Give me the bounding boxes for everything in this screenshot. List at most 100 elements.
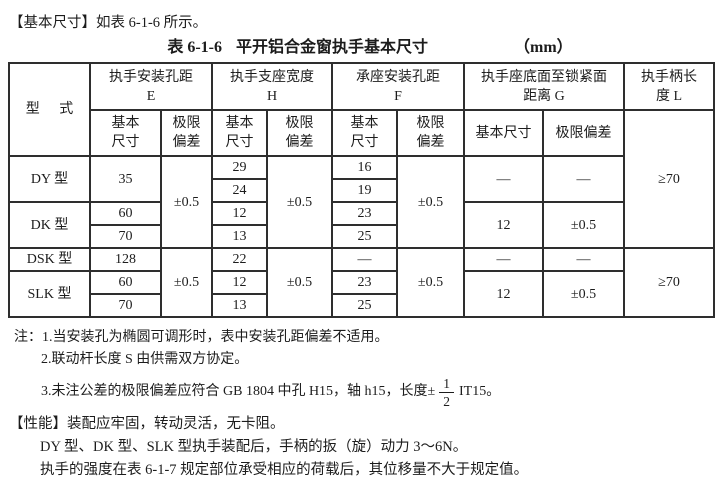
caption-title: 平开铝合金窗执手基本尺寸	[235, 39, 428, 56]
subheader-h-basic-line1: 基本	[225, 116, 254, 131]
cell-slk-g-basic: 12	[463, 270, 544, 318]
note-1-text: 1.当安装孔为椭圆可调形时，表中安装孔距偏差不适用。	[42, 330, 389, 345]
note-3-line: 3.未注公差的极限偏差应符合 GB 1804 中孔 H15，轴 h15，长度± …	[41, 374, 716, 410]
header-l-line1: 执手柄长	[641, 69, 697, 85]
cell-slk-h2: 13	[211, 293, 268, 318]
dimensions-table: 型 式 执手安装孔距 E 执手支座宽度 H 承座安装孔距 F 执手座底面至锁紧面 距离 …	[8, 62, 715, 318]
notes-section: 注： 1.当安装孔为椭圆可调形时，表中安装孔距偏差不适用。 2.联动杆长度 S …	[14, 327, 716, 410]
cell-f-dev-top: ±0.5	[396, 155, 465, 249]
header-e-line2: E	[146, 88, 156, 104]
cell-dk-g-dev: ±0.5	[542, 201, 625, 249]
cell-dk-type: DK 型	[8, 201, 91, 249]
cell-slk-h1: 12	[211, 270, 268, 295]
notes-label: 注：	[14, 330, 42, 345]
subheader-f-dev-line2: 偏差	[416, 135, 445, 150]
header-l-cell: 执手柄长度 L	[623, 62, 715, 111]
table-row: SLK 型 60 12 23 12 ±0.5	[8, 270, 714, 318]
cell-dy-g-basic: —	[463, 155, 544, 203]
header-type-cell: 型 式	[8, 62, 91, 157]
header-e-line1: 执手安装孔距	[109, 69, 193, 85]
header-f-line1: 承座安装孔距	[356, 69, 440, 85]
caption-label: 表 6-1-6	[167, 39, 222, 56]
subheader-f-dev-line1: 极限	[416, 116, 445, 131]
cell-dk-e2: 70	[89, 224, 162, 249]
cell-dy-g-dev: —	[542, 155, 625, 203]
header-f-line2: F	[394, 88, 402, 104]
cell-dk-e1: 60	[89, 201, 162, 226]
subheader-g-dev: 极限偏差	[542, 109, 625, 157]
performance-line-1: 【性能】装配应牢固，转动灵活，无卡阻。	[9, 416, 285, 432]
cell-dsk-g-basic: —	[463, 247, 544, 272]
cell-slk-e2: 70	[89, 293, 162, 318]
cell-dk-g-basic: 12	[463, 201, 544, 249]
table-row: DSK 型 128 ±0.5 22 ±0.5 — ±0.5 — — ≥70	[8, 247, 715, 318]
cell-slk-g-dev: ±0.5	[542, 270, 625, 318]
fraction-one-half: 1 2	[439, 376, 454, 409]
fraction-numerator: 1	[439, 376, 454, 393]
cell-l-bottom: ≥70	[623, 247, 715, 318]
intro-text: 【基本尺寸】如表 6-1-6 所示。	[9, 15, 208, 31]
subheader-h-dev-line1: 极限	[285, 116, 314, 131]
subheader-e-basic-line1: 基本	[111, 116, 140, 131]
table-caption: 表 6-1-6 平开铝合金窗执手基本尺寸 （mm）	[0, 38, 716, 58]
header-g-line1: 执手座底面至锁紧面	[481, 69, 607, 85]
cell-slk-type: SLK 型	[8, 270, 91, 318]
cell-dk-f1: 23	[331, 201, 398, 226]
subheader-f-basic-line1: 基本	[350, 116, 379, 131]
cell-dk-h1: 12	[211, 201, 268, 226]
header-row-1: 型 式 执手安装孔距 E 执手支座宽度 H 承座安装孔距 F 执手座底面至锁紧面 距离 …	[8, 62, 715, 157]
note-3-post: IT15。	[459, 384, 501, 399]
header-h-line1: 执手支座宽度	[230, 69, 314, 85]
table-row: DY 型 35 ±0.5 29 ±0.5 16 ±0.5 — —	[8, 155, 714, 249]
cell-dsk-f-basic: —	[331, 247, 398, 272]
table-row: 24 19	[9, 178, 714, 203]
header-h-line2: H	[266, 88, 278, 104]
cell-dsk-type: DSK 型	[8, 247, 91, 272]
table-row: 70 13 25	[9, 224, 714, 249]
cell-l-top: ≥70	[623, 109, 715, 249]
cell-dsk-e-basic: 128	[89, 247, 162, 272]
subheader-e-dev-line2: 偏差	[172, 135, 201, 150]
performance-line-3: 执手的强度在表 6-1-7 规定部位承受相应的荷载后，其位移量不大于规定值。	[40, 462, 529, 478]
fraction-denominator: 2	[443, 393, 450, 409]
subheader-g-basic: 基本尺寸	[463, 109, 544, 157]
subheader-f-dev: 极限 偏差	[396, 109, 465, 157]
cell-dy-h1: 29	[211, 155, 268, 180]
cell-e-dev-bottom: ±0.5	[160, 247, 213, 318]
cell-slk-f1: 23	[331, 270, 398, 295]
header-g-line2: 距离 G	[523, 88, 565, 104]
cell-h-dev-bottom: ±0.5	[266, 247, 333, 318]
header-g-group: 执手座底面至锁紧面 距离 G	[463, 62, 625, 111]
table-row: 70 13 25	[9, 293, 714, 318]
table-row: DK 型 60 12 23 12 ±0.5	[8, 201, 714, 249]
subheader-h-basic: 基本 尺寸	[211, 109, 268, 157]
header-type-label: 型 式	[25, 102, 74, 117]
caption-unit: （mm）	[514, 39, 573, 56]
header-e-group: 执手安装孔距 E	[89, 62, 213, 111]
note-3-pre: 3.未注公差的极限偏差应符合 GB 1804 中孔 H15，轴 h15，长度±	[41, 384, 436, 399]
cell-slk-e1: 60	[89, 270, 162, 295]
cell-dk-h2: 13	[211, 224, 268, 249]
cell-dy-type: DY 型	[8, 155, 91, 203]
subheader-e-dev-line1: 极限	[172, 116, 201, 131]
subheader-f-basic-line2: 尺寸	[350, 135, 379, 150]
cell-f-dev-bottom: ±0.5	[396, 247, 465, 318]
subheader-e-basic: 基本 尺寸	[89, 109, 162, 157]
note-2-text: 2.联动杆长度 S 由供需双方协定。	[41, 352, 249, 367]
note-line-1: 注： 1.当安装孔为椭圆可调形时，表中安装孔距偏差不适用。	[14, 327, 716, 349]
subheader-h-dev: 极限 偏差	[266, 109, 333, 157]
performance-line-2: DY 型、DK 型、SLK 型执手装配后，手柄的扳（旋）动力 3～6N。	[40, 439, 468, 455]
header-h-group: 执手支座宽度 H	[211, 62, 333, 111]
header-f-group: 承座安装孔距 F	[331, 62, 465, 111]
cell-dy-h2: 24	[211, 178, 268, 203]
subheader-e-dev: 极限 偏差	[160, 109, 213, 157]
cell-dy-f1: 16	[331, 155, 398, 180]
cell-dy-f2: 19	[331, 178, 398, 203]
header-row-2: 基本 尺寸 极限 偏差 基本 尺寸 极限 偏差 基本 尺寸 极限 偏差 基本尺寸 极限偏差 …	[9, 109, 715, 249]
cell-slk-f2: 25	[331, 293, 398, 318]
cell-dk-f2: 25	[331, 224, 398, 249]
cell-dsk-h-basic: 22	[211, 247, 268, 272]
cell-e-dev-top: ±0.5	[160, 155, 213, 249]
cell-h-dev-top: ±0.5	[266, 155, 333, 249]
